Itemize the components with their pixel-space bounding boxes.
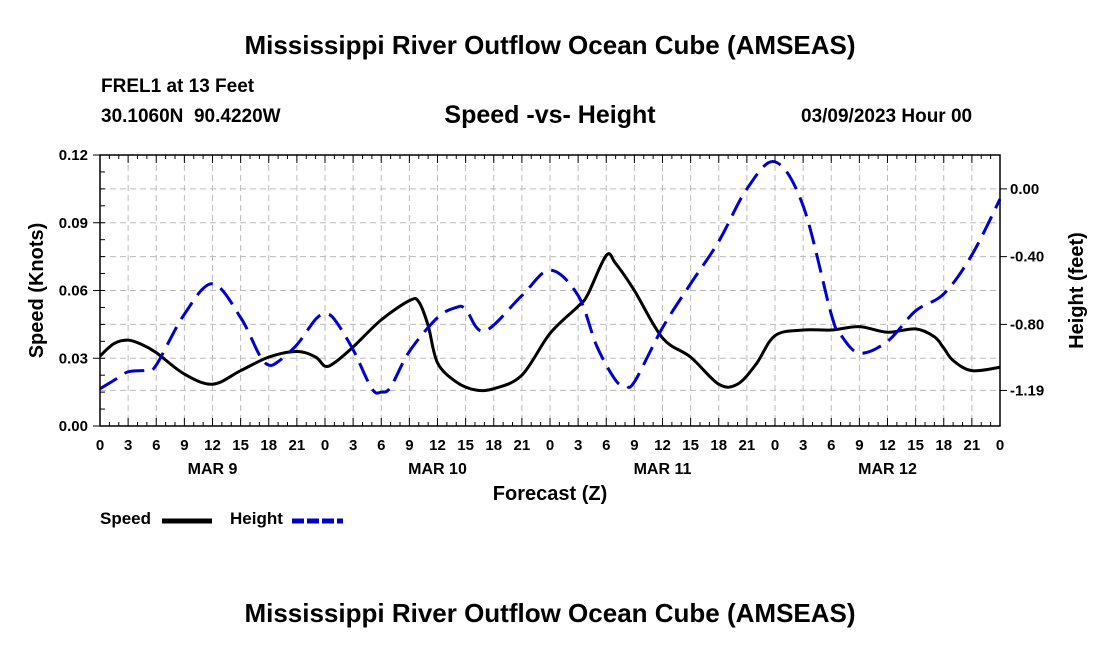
x-tick-label: 15 <box>907 437 924 454</box>
x-tick-label: 0 <box>546 437 554 454</box>
y-right-tick-label: -0.40 <box>1010 249 1044 266</box>
y-right-tick-label: -0.80 <box>1010 316 1044 333</box>
x-tick-label: 12 <box>204 437 221 454</box>
x-tick-label: 18 <box>935 437 952 454</box>
x-tick-label: 9 <box>180 437 188 454</box>
x-tick-label: 15 <box>232 437 249 454</box>
series-line-speed <box>98 252 1001 393</box>
footer-title: Mississippi River Outflow Ocean Cube (AM… <box>244 598 856 628</box>
x-tick-label: 9 <box>630 437 638 454</box>
y-right-tick-label: -1.19 <box>1010 382 1044 399</box>
axes: 0 3 6 9 12 15 18 21 0 3 6 9 12 15 18 21 0 3 6 9 12 15 18 21 0 3 6 9… <box>26 147 1088 505</box>
x-tick-label: 0 <box>771 437 779 454</box>
x-tick-label: 6 <box>827 437 835 454</box>
y-right-axis-title: Height (feet) <box>1066 232 1088 349</box>
forecast-date: 03/09/2023 Hour 00 <box>801 106 973 127</box>
x-tick-label: 3 <box>349 437 357 454</box>
x-tick-label: 3 <box>124 437 132 454</box>
x-tick-label: 12 <box>429 437 446 454</box>
x-tick-label: 3 <box>799 437 807 454</box>
x-tick-label: 0 <box>996 437 1004 454</box>
x-tick-label: 0 <box>321 437 329 454</box>
y-left-tick-label: 0.09 <box>59 215 88 232</box>
coordinates-label: 30.1060N 90.4220W <box>101 106 281 127</box>
x-tick-label: 21 <box>739 437 756 454</box>
x-tick-label: 18 <box>710 437 727 454</box>
series-line-height <box>99 160 1002 395</box>
x-tick-label: 18 <box>485 437 502 454</box>
x-tick-label: 12 <box>654 437 671 454</box>
y-left-tick-label: 0.06 <box>59 283 88 300</box>
y-left-tick-label: 0.12 <box>59 147 88 164</box>
day-label: MAR 9 <box>188 461 238 478</box>
series-lines <box>98 160 1002 395</box>
station-label: FREL1 at 13 Feet <box>101 76 255 97</box>
x-tick-label: 0 <box>96 437 104 454</box>
x-tick-label: 6 <box>602 437 610 454</box>
legend-speed-label: Speed <box>100 509 152 528</box>
y-left-tick-label: 0.03 <box>59 350 88 367</box>
y-left-tick-label: 0.00 <box>59 418 88 435</box>
x-tick-label: 12 <box>879 437 896 454</box>
x-tick-label: 21 <box>514 437 531 454</box>
day-label: MAR 12 <box>858 461 917 478</box>
x-tick-label: 21 <box>289 437 306 454</box>
x-tick-label: 15 <box>682 437 699 454</box>
main-title: Mississippi River Outflow Ocean Cube (AM… <box>244 30 856 60</box>
x-axis-title: Forecast (Z) <box>493 483 607 505</box>
x-tick-label: 9 <box>405 437 413 454</box>
day-label: MAR 10 <box>408 461 467 478</box>
legend-height-label: Height <box>230 509 283 528</box>
y-left-axis-title: Speed (Knots) <box>26 223 48 359</box>
grid-lines <box>100 155 1000 426</box>
x-tick-label: 9 <box>855 437 863 454</box>
y-right-tick-label: 0.00 <box>1010 181 1039 198</box>
x-tick-label: 15 <box>457 437 474 454</box>
day-label: MAR 11 <box>634 461 692 478</box>
x-tick-label: 6 <box>377 437 385 454</box>
x-tick-label: 21 <box>964 437 981 454</box>
x-tick-label: 6 <box>152 437 160 454</box>
chart-subtitle: Speed -vs- Height <box>444 101 656 129</box>
x-tick-label: 18 <box>260 437 277 454</box>
x-tick-label: 3 <box>574 437 582 454</box>
